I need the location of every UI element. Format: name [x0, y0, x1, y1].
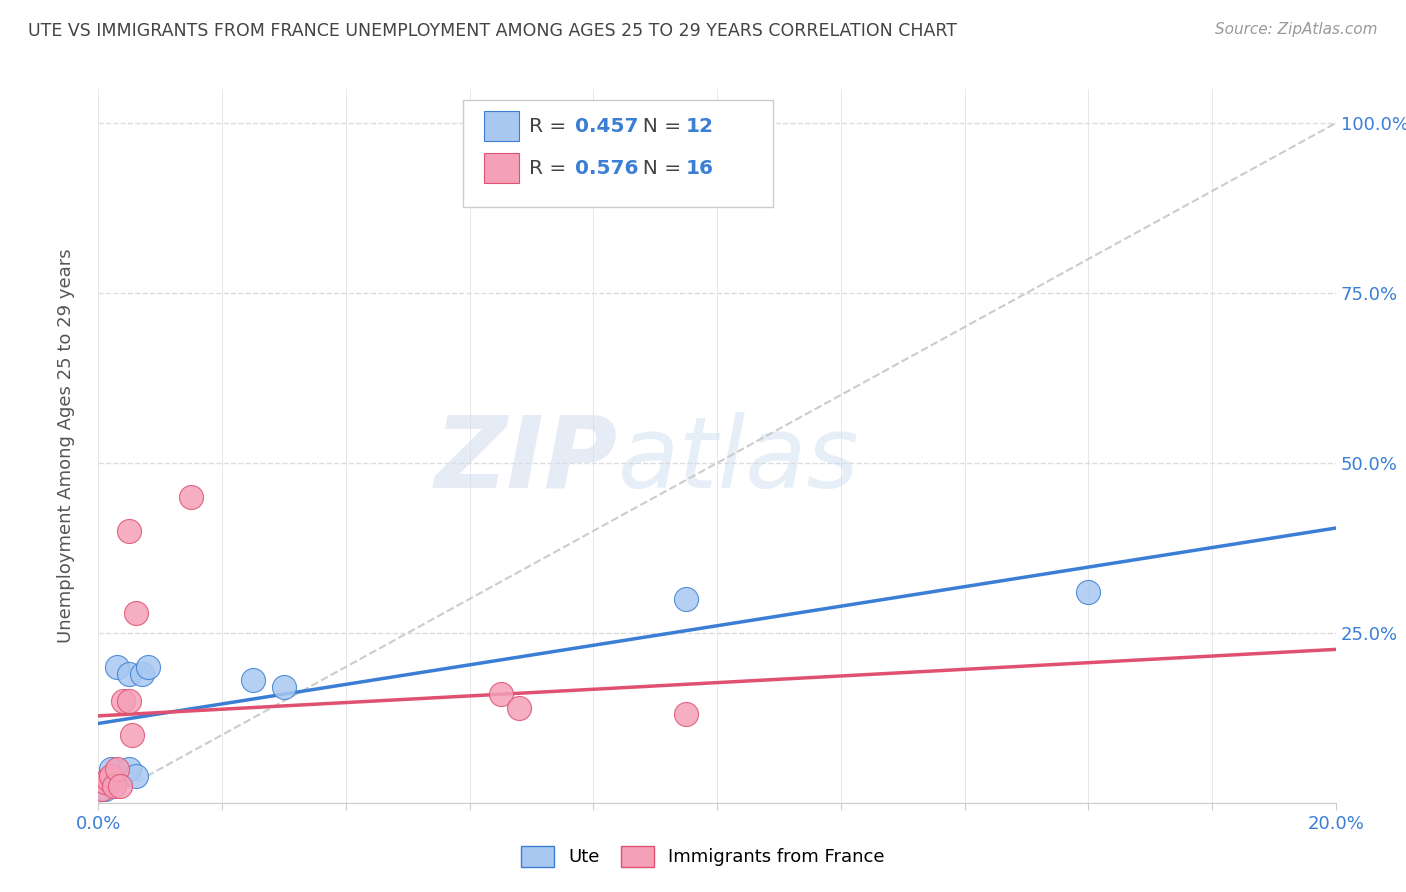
Text: N =: N =: [630, 117, 688, 136]
Point: [97, 772, 120, 786]
Point: [100, 762, 122, 776]
Point: [93, 775, 115, 789]
Point: [118, 666, 141, 681]
Point: [273, 680, 295, 694]
Text: 0.576: 0.576: [575, 159, 638, 178]
Point: [108, 779, 131, 793]
Point: [131, 666, 153, 681]
Text: N =: N =: [630, 159, 688, 178]
Point: [675, 707, 697, 722]
Text: 12: 12: [686, 117, 714, 136]
Point: [1077, 585, 1099, 599]
Point: [124, 606, 146, 620]
Text: UTE VS IMMIGRANTS FROM FRANCE UNEMPLOYMENT AMONG AGES 25 TO 29 YEARS CORRELATION: UTE VS IMMIGRANTS FROM FRANCE UNEMPLOYME…: [28, 22, 957, 40]
Text: 0.457: 0.457: [575, 117, 638, 136]
FancyBboxPatch shape: [485, 153, 519, 184]
Text: R =: R =: [529, 159, 572, 178]
Point: [489, 687, 512, 701]
Point: [90, 782, 112, 797]
Point: [180, 490, 202, 504]
Point: [103, 779, 125, 793]
Y-axis label: Unemployment Among Ages 25 to 29 years: Unemployment Among Ages 25 to 29 years: [56, 249, 75, 643]
Point: [508, 700, 530, 714]
Point: [118, 762, 141, 776]
Text: ZIP: ZIP: [434, 412, 619, 508]
Point: [93, 782, 115, 797]
Point: [124, 769, 146, 783]
Point: [112, 694, 135, 708]
Point: [118, 524, 141, 538]
Text: R =: R =: [529, 117, 572, 136]
Point: [242, 673, 264, 688]
Point: [105, 660, 128, 674]
Point: [118, 694, 141, 708]
Legend: Ute, Immigrants from France: Ute, Immigrants from France: [515, 838, 891, 874]
Point: [121, 728, 143, 742]
FancyBboxPatch shape: [464, 100, 773, 207]
Text: 16: 16: [686, 159, 714, 178]
Point: [100, 769, 122, 783]
FancyBboxPatch shape: [485, 112, 519, 142]
Text: Source: ZipAtlas.com: Source: ZipAtlas.com: [1215, 22, 1378, 37]
Point: [136, 660, 159, 674]
Point: [105, 762, 128, 776]
Text: atlas: atlas: [619, 412, 859, 508]
Point: [675, 591, 697, 606]
